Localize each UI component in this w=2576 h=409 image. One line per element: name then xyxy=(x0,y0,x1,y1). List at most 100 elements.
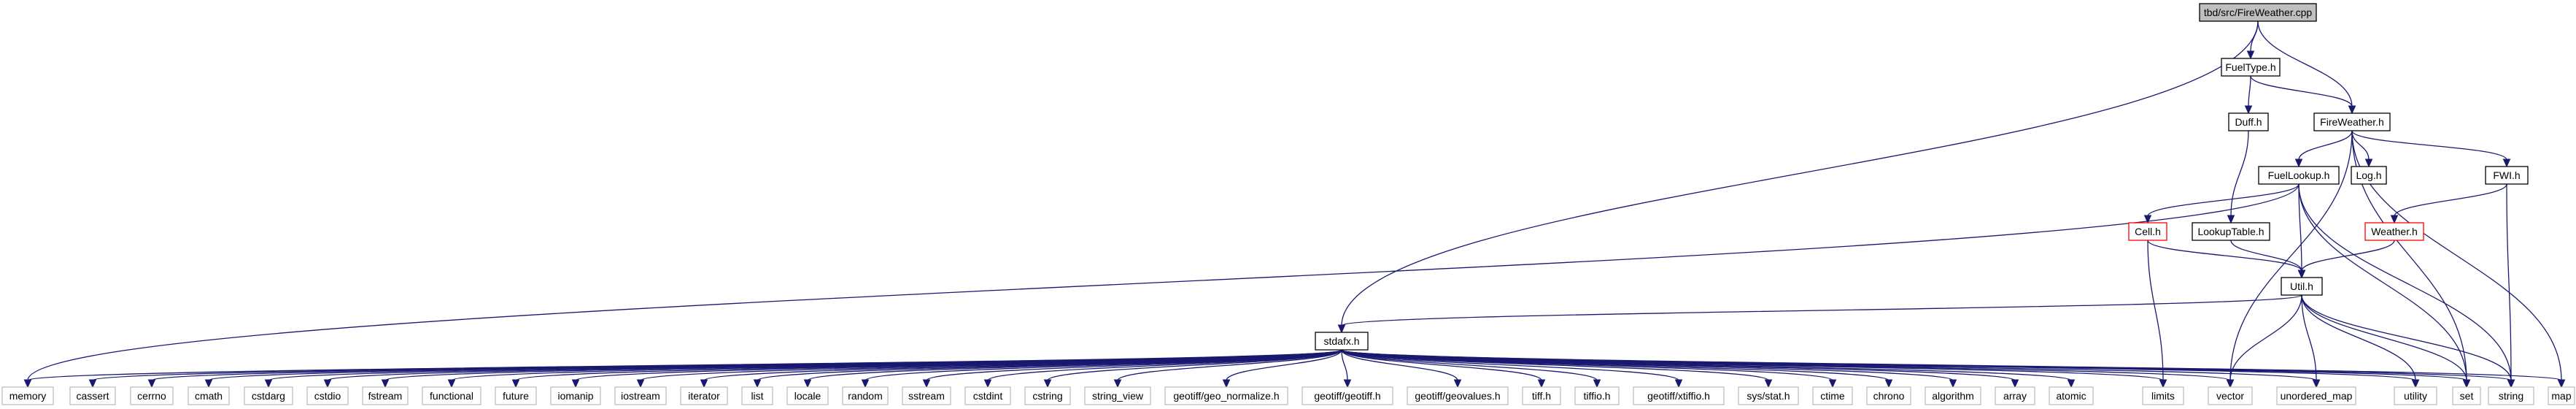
node-stdafx[interactable]: stdafx.h xyxy=(1315,332,1369,351)
node-box xyxy=(2208,386,2253,405)
node-label: cstdio xyxy=(314,390,341,402)
edge-line xyxy=(2298,183,2302,272)
edge-arrowhead xyxy=(2348,105,2356,115)
edge-stdafx-to-tiff xyxy=(1341,349,1546,389)
node-utility: utility xyxy=(2394,386,2437,405)
edge-util-to-stdafx xyxy=(1337,294,2302,334)
edge-line xyxy=(2147,240,2164,381)
node-label: set xyxy=(2460,390,2474,402)
node-map: map xyxy=(2548,386,2575,405)
node-cstdint: cstdint xyxy=(964,386,1011,405)
edge-arrowhead xyxy=(861,379,870,389)
edge-arrowhead xyxy=(264,379,273,389)
edge-fireweather-to-fwi xyxy=(2351,130,2511,168)
edge-arrowhead xyxy=(1043,379,1052,389)
edge-arrowhead xyxy=(88,379,97,389)
edge-fuellookup-to-util xyxy=(2297,183,2306,279)
edge-arrowhead xyxy=(511,379,520,389)
node-fuellookup[interactable]: FuelLookup.h xyxy=(2258,166,2340,185)
node-box xyxy=(786,386,829,405)
node-box xyxy=(69,386,116,405)
node-box xyxy=(2485,166,2529,185)
node-label: functional xyxy=(430,390,473,402)
node-label: FuelType.h xyxy=(2225,61,2275,73)
node-cassert: cassert xyxy=(69,386,116,405)
node-fwi[interactable]: FWI.h xyxy=(2485,166,2529,185)
node-string-view: string_view xyxy=(1084,386,1151,405)
node-future: future xyxy=(495,386,537,405)
edge-line xyxy=(1341,349,1542,381)
node-box xyxy=(362,386,409,405)
node-label: cstdarg xyxy=(252,390,285,402)
edge-duff-to-lookuptable xyxy=(2227,130,2249,224)
node-box xyxy=(1301,386,1393,405)
node-box xyxy=(2281,277,2323,296)
edge-arrowhead xyxy=(2159,379,2167,389)
node-cerrno: cerrno xyxy=(130,386,174,405)
edge-arrowhead xyxy=(1537,379,1546,389)
edge-line xyxy=(2230,240,2302,272)
node-box xyxy=(2351,166,2387,185)
node-box xyxy=(2394,386,2437,405)
node-label: cassert xyxy=(76,390,109,402)
edge-line xyxy=(1341,349,1348,381)
node-label: fstream xyxy=(368,390,403,402)
node-box xyxy=(2364,222,2424,241)
edge-arrowhead xyxy=(1453,379,1462,389)
edge-arrowhead xyxy=(700,379,708,389)
edge-line xyxy=(2394,183,2507,217)
node-label: random xyxy=(848,390,882,402)
edge-arrowhead xyxy=(447,379,456,389)
node-label: vector xyxy=(2216,390,2244,402)
edge-arrowhead xyxy=(2507,379,2515,389)
node-cell[interactable]: Cell.h xyxy=(2128,222,2167,241)
node-functional: functional xyxy=(422,386,481,405)
edge-arrowhead xyxy=(1222,379,1231,389)
edge-fuellookup-to-memory xyxy=(23,183,2300,389)
edge-fueltype-to-duff xyxy=(2244,75,2253,115)
node-fueltype[interactable]: FuelType.h xyxy=(2221,58,2281,77)
edge-arrowhead xyxy=(2502,158,2511,168)
edge-arrowhead xyxy=(2143,215,2152,224)
edges-layer xyxy=(23,20,2566,389)
edge-stdafx-to-string_view xyxy=(1113,349,1342,389)
edge-arrowhead xyxy=(1343,379,1352,389)
edge-arrowhead xyxy=(381,379,390,389)
node-label: geotiff/geovalues.h xyxy=(1415,390,1500,402)
edge-arrowhead xyxy=(803,379,812,389)
node-label: array xyxy=(2003,390,2027,402)
edge-line xyxy=(2351,130,2507,161)
edge-fueltype-to-fireweather xyxy=(2250,75,2356,115)
node-label: LookupTable.h xyxy=(2197,226,2264,237)
edge-arrowhead xyxy=(2364,158,2373,168)
node-box xyxy=(306,386,349,405)
node-cstdio: cstdio xyxy=(306,386,349,405)
edge-fuellookup-to-cell xyxy=(2143,183,2300,224)
edge-fwi-to-string xyxy=(2506,183,2515,389)
node-box xyxy=(1925,386,1981,405)
node-geo-normalize: geotiff/geo_normalize.h xyxy=(1164,386,1288,405)
node-lookuptable[interactable]: LookupTable.h xyxy=(2192,222,2270,241)
node-log[interactable]: Log.h xyxy=(2351,166,2387,185)
edge-arrowhead xyxy=(2244,105,2253,115)
node-util[interactable]: Util.h xyxy=(2281,277,2323,296)
edge-line xyxy=(2298,183,2467,381)
edge-line xyxy=(2229,294,2302,381)
edge-line xyxy=(1341,349,2317,381)
edge-line xyxy=(2298,130,2353,161)
node-box xyxy=(2452,386,2481,405)
node-weather[interactable]: Weather.h xyxy=(2364,222,2424,241)
node-root: tbd/src/FireWeather.cpp xyxy=(2199,3,2317,22)
edge-arrowhead xyxy=(1949,379,1957,389)
node-box xyxy=(2548,386,2575,405)
node-vector: vector xyxy=(2208,386,2253,405)
node-string: string xyxy=(2488,386,2534,405)
edge-arrowhead xyxy=(2294,158,2303,168)
edge-arrowhead xyxy=(571,379,580,389)
node-box xyxy=(2199,3,2317,22)
node-fireweather[interactable]: FireWeather.h xyxy=(2313,112,2391,131)
edge-line xyxy=(2230,130,2249,217)
node-duff[interactable]: Duff.h xyxy=(2228,112,2269,131)
edge-line xyxy=(1226,349,1342,381)
